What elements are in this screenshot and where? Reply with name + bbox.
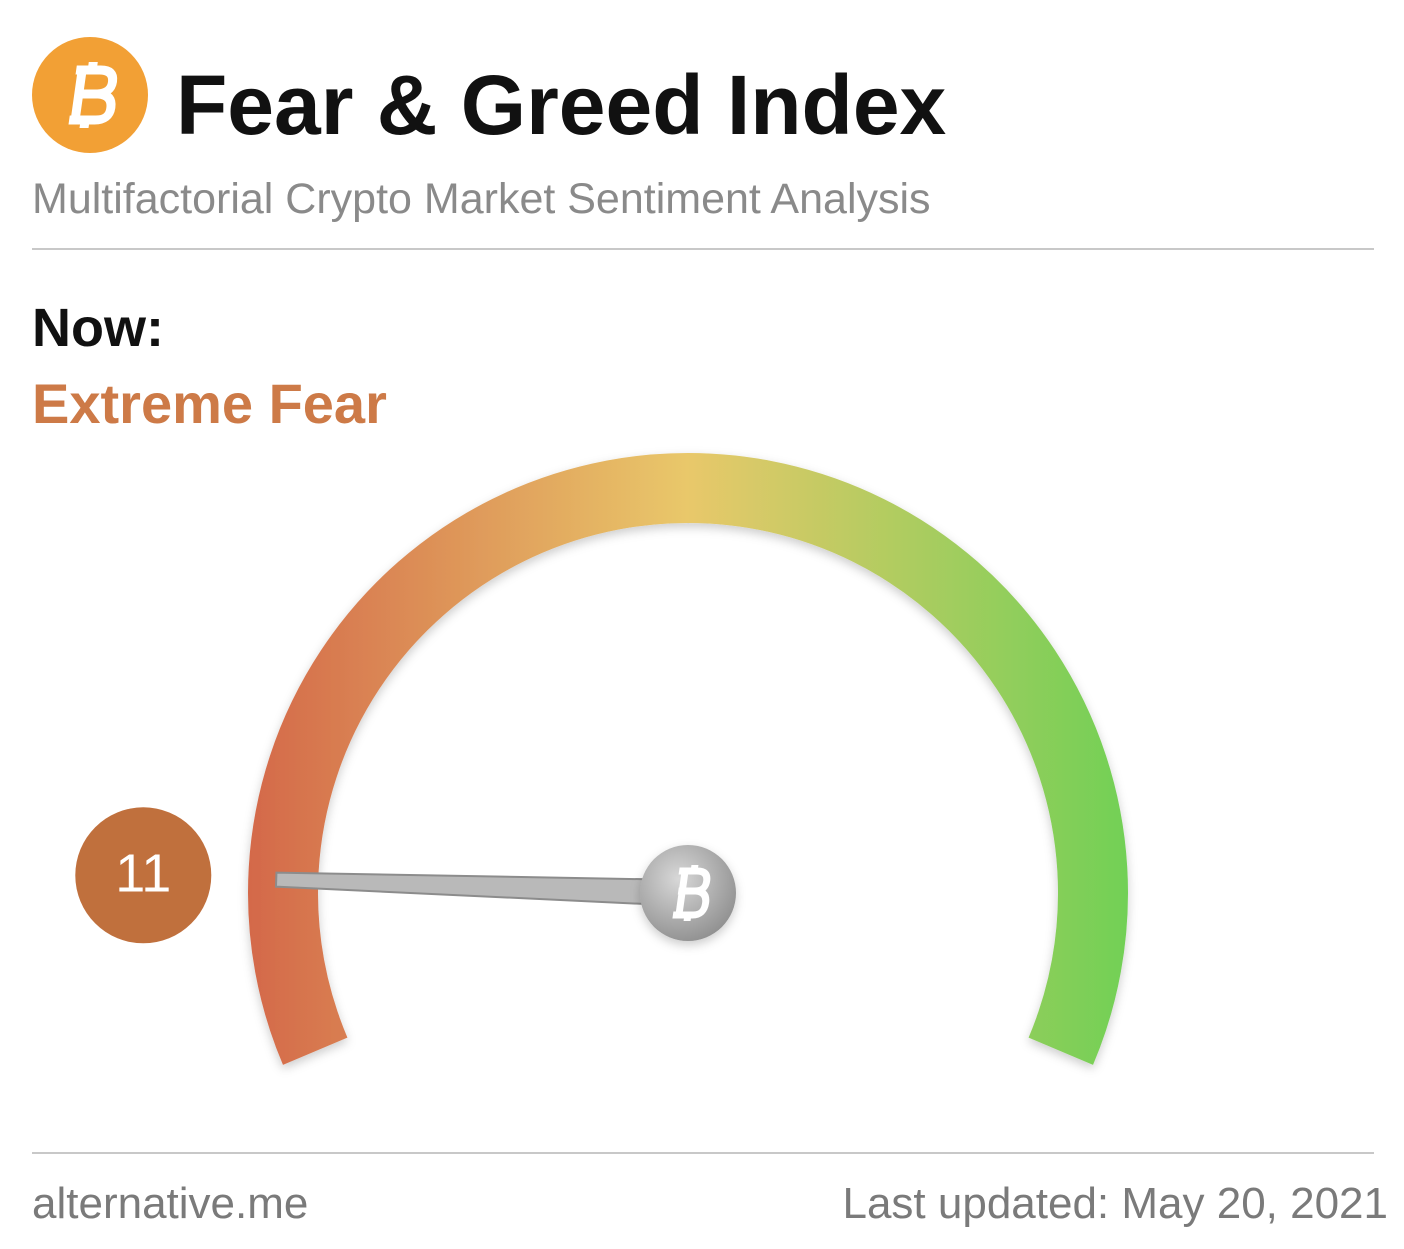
source: alternative.me	[32, 1179, 308, 1228]
now-label: Now:	[32, 298, 164, 358]
bitcoin-logo	[32, 37, 148, 153]
subtitle: Multifactorial Crypto Market Sentiment A…	[32, 175, 931, 223]
needle	[274, 871, 690, 908]
value-badge	[75, 807, 212, 944]
gauge: 11	[75, 453, 1128, 1065]
value-label: 11	[115, 844, 171, 904]
classification: Extreme Fear	[32, 372, 387, 435]
gauge-arc	[248, 453, 1128, 1065]
last-updated: Last updated: May 20, 2021	[842, 1179, 1388, 1228]
title: Fear & Greed Index	[176, 58, 947, 152]
knob-logo	[672, 865, 711, 921]
